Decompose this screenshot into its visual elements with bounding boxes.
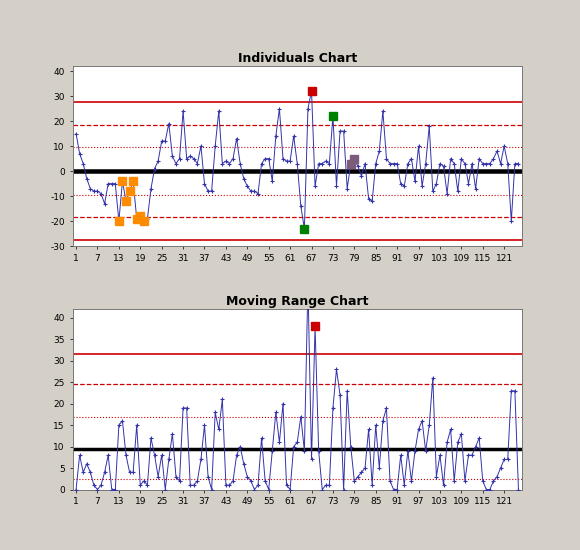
Title: Moving Range Chart: Moving Range Chart — [226, 295, 368, 308]
Title: Individuals Chart: Individuals Chart — [238, 52, 357, 65]
